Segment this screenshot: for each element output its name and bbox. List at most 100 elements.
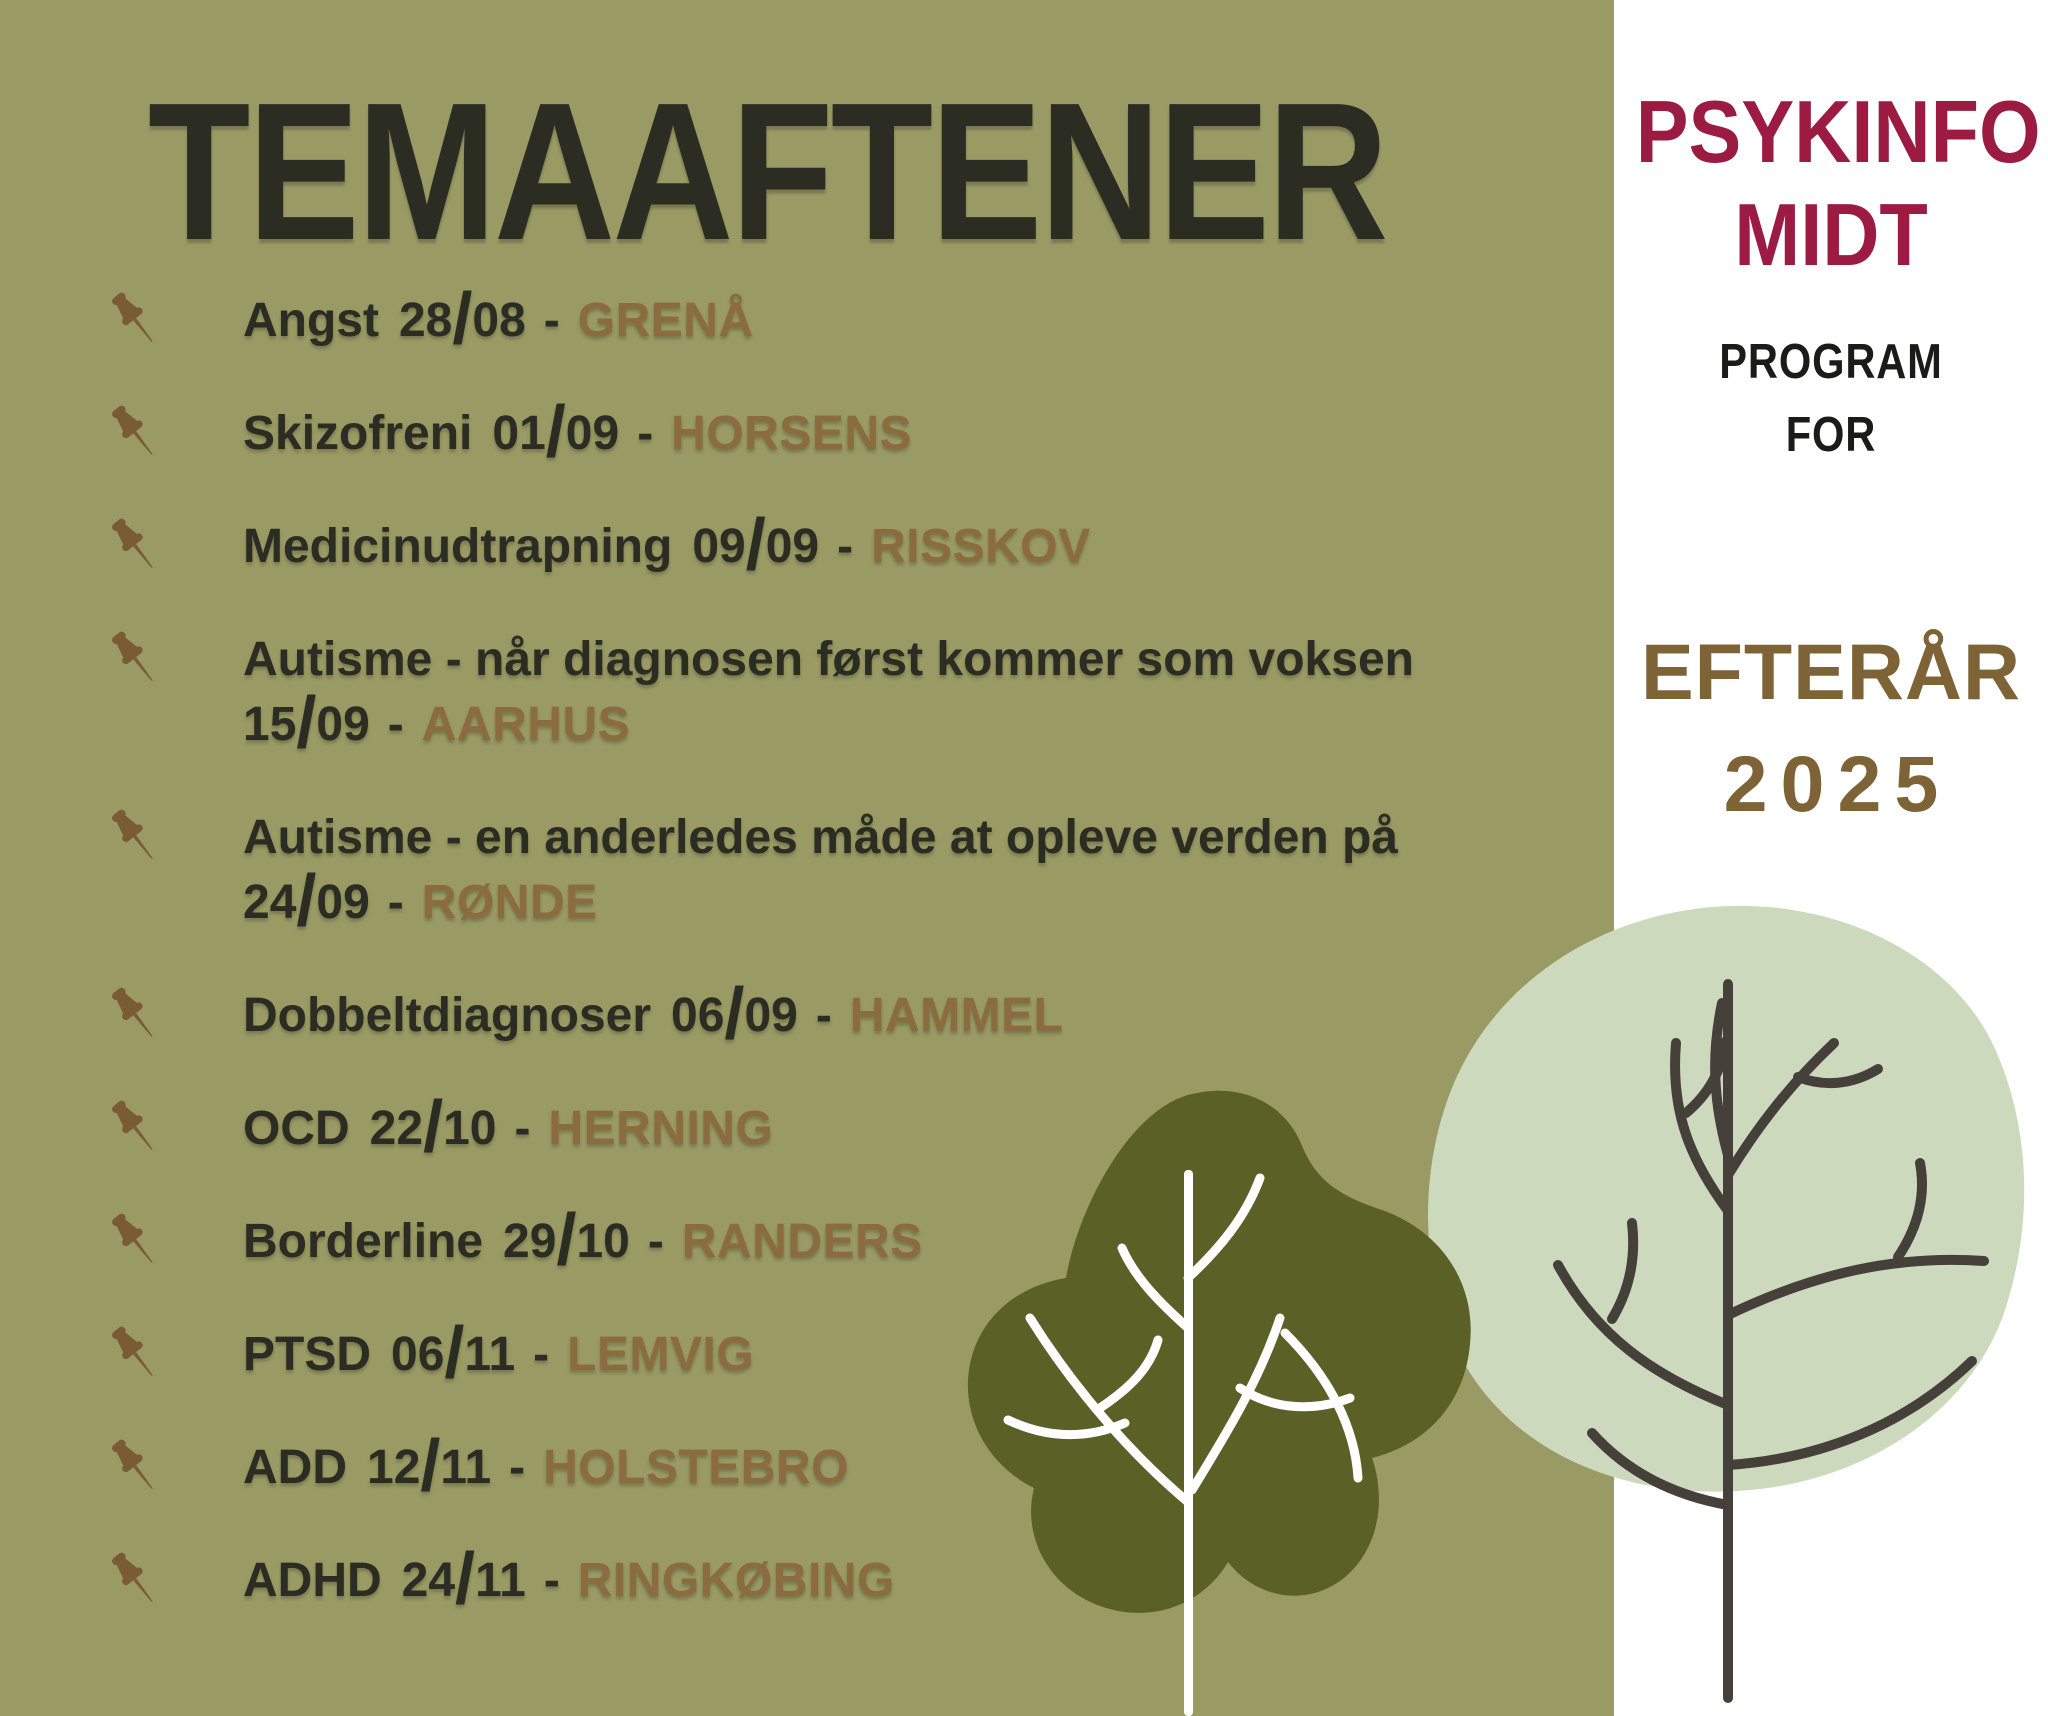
pushpin-icon (108, 805, 243, 870)
event-item: Angst 28/08- GRENÅ (108, 279, 1598, 360)
event-dash: - (543, 294, 560, 347)
event-text: Autisme - en anderledes måde at opleve v… (243, 805, 1418, 942)
date-slash: / (296, 683, 317, 764)
date-slash: / (745, 505, 766, 586)
event-date: 12/11 (367, 1426, 492, 1507)
pushpin-icon (108, 983, 243, 1048)
event-dash: - (543, 1554, 560, 1607)
pushpin-icon (108, 1435, 243, 1500)
date-slash: / (423, 1087, 444, 1168)
event-item: Dobbeltdiagnoser 06/09- HAMMEL (108, 974, 1598, 1055)
org-name-line2: MIDT (1734, 185, 1928, 284)
event-topic: Autisme - når diagnosen først kommer som… (243, 633, 1414, 686)
program-label: PROGRAM FOR (1647, 326, 2016, 472)
event-date: 22/10 (369, 1087, 497, 1168)
event-text: Dobbeltdiagnoser 06/09- HAMMEL (243, 974, 1064, 1055)
event-item: Borderline 29/10- RANDERS (108, 1200, 1598, 1281)
event-topic: Medicinudtrapning (243, 520, 673, 573)
pushpin-icon (108, 1096, 243, 1161)
events-list: Angst 28/08- GRENÅ Skizofreni 01/09- HORSENS… (108, 279, 1598, 1661)
date-slash: / (452, 279, 473, 360)
event-dash: - (637, 407, 654, 460)
event-dash: - (514, 1102, 531, 1155)
date-slash: / (556, 1200, 577, 1281)
season-label-line1: EFTERÅR (1640, 627, 2022, 716)
event-text: OCD 22/10- HERNING (243, 1087, 774, 1168)
light-tree-illustration (1428, 905, 2025, 1703)
event-location: HERNING (548, 1102, 774, 1155)
event-topic: Dobbeltdiagnoser (243, 989, 652, 1042)
event-dash: - (815, 989, 832, 1042)
event-item: Autisme - en anderledes måde at opleve v… (108, 805, 1598, 942)
pushpin-icon (108, 1548, 243, 1613)
event-location: GRENÅ (577, 294, 754, 347)
event-item: Autisme - når diagnosen først kommer som… (108, 627, 1598, 764)
event-dash: - (387, 876, 404, 929)
event-location: AARHUS (421, 698, 631, 751)
event-location: RINGKØBING (577, 1554, 895, 1607)
event-date: 24/11 (401, 1539, 526, 1620)
event-topic: ADHD (243, 1554, 382, 1607)
org-name-line1: PSYKINFO (1635, 82, 2041, 181)
event-location: HORSENS (671, 407, 913, 460)
event-topic: Borderline (243, 1215, 484, 1268)
pushpin-icon (108, 1322, 243, 1387)
event-topic: Skizofreni (243, 407, 473, 460)
event-text: PTSD 06/11- LEMVIG (243, 1313, 755, 1394)
season-label: EFTERÅR 2025 (1614, 616, 2048, 840)
event-text: Borderline 29/10- RANDERS (243, 1200, 923, 1281)
event-dash: - (837, 520, 854, 573)
page-title: TEMAAFTENER (148, 62, 1388, 281)
event-topic: PTSD (243, 1328, 372, 1381)
event-text: Angst 28/08- GRENÅ (243, 279, 754, 360)
pushpin-icon (108, 514, 243, 579)
event-text: Medicinudtrapning 09/09- RISSKOV (243, 505, 1091, 586)
event-date: 15/09 (243, 683, 370, 764)
date-slash: / (444, 1313, 465, 1394)
org-name: PSYKINFO MIDT (1635, 80, 2041, 286)
event-location: RØNDE (421, 876, 598, 929)
date-slash: / (296, 861, 317, 942)
pushpin-icon (108, 627, 243, 692)
pushpin-icon (108, 401, 243, 466)
right-column: PSYKINFO MIDT PROGRAM FOR EFTERÅR 2025 (1614, 0, 2048, 1716)
pushpin-icon (108, 1209, 243, 1274)
event-dash: - (533, 1328, 550, 1381)
event-date: 09/09 (692, 505, 820, 586)
date-slash: / (455, 1539, 476, 1620)
event-location: HOLSTEBRO (543, 1441, 849, 1494)
dark-tree-illustration (967, 1090, 1471, 1716)
event-date: 24/09 (243, 861, 370, 942)
event-location: LEMVIG (567, 1328, 755, 1381)
event-item: PTSD 06/11- LEMVIG (108, 1313, 1598, 1394)
season-label-line2: 2025 (1723, 739, 1952, 828)
event-date: 06/09 (671, 974, 798, 1055)
event-date: 28/08 (398, 279, 526, 360)
event-topic: ADD (243, 1441, 347, 1494)
event-text: ADHD 24/11- RINGKØBING (243, 1539, 895, 1620)
event-topic: Angst (243, 294, 379, 347)
event-text: Autisme - når diagnosen først kommer som… (243, 627, 1434, 764)
event-text: Skizofreni 01/09- HORSENS (243, 392, 913, 473)
event-dash: - (509, 1441, 526, 1494)
event-topic: Autisme - en anderledes måde at opleve v… (243, 811, 1399, 864)
event-location: RANDERS (681, 1215, 923, 1268)
event-date: 29/10 (503, 1200, 630, 1281)
date-slash: / (724, 974, 745, 1055)
program-label-line2: FOR (1785, 408, 1877, 462)
pushpin-icon (108, 288, 243, 353)
program-label-line1: PROGRAM (1719, 335, 1943, 389)
event-dash: - (647, 1215, 664, 1268)
event-text: ADD 12/11- HOLSTEBRO (243, 1426, 849, 1507)
event-topic: OCD (243, 1102, 350, 1155)
event-dash: - (387, 698, 404, 751)
date-slash: / (545, 392, 566, 473)
event-location: HAMMEL (849, 989, 1064, 1042)
event-item: Medicinudtrapning 09/09- RISSKOV (108, 505, 1598, 586)
event-date: 01/09 (492, 392, 620, 473)
event-item: Skizofreni 01/09- HORSENS (108, 392, 1598, 473)
date-slash: / (420, 1426, 441, 1507)
event-location: RISSKOV (871, 520, 1091, 573)
event-date: 06/11 (391, 1313, 516, 1394)
